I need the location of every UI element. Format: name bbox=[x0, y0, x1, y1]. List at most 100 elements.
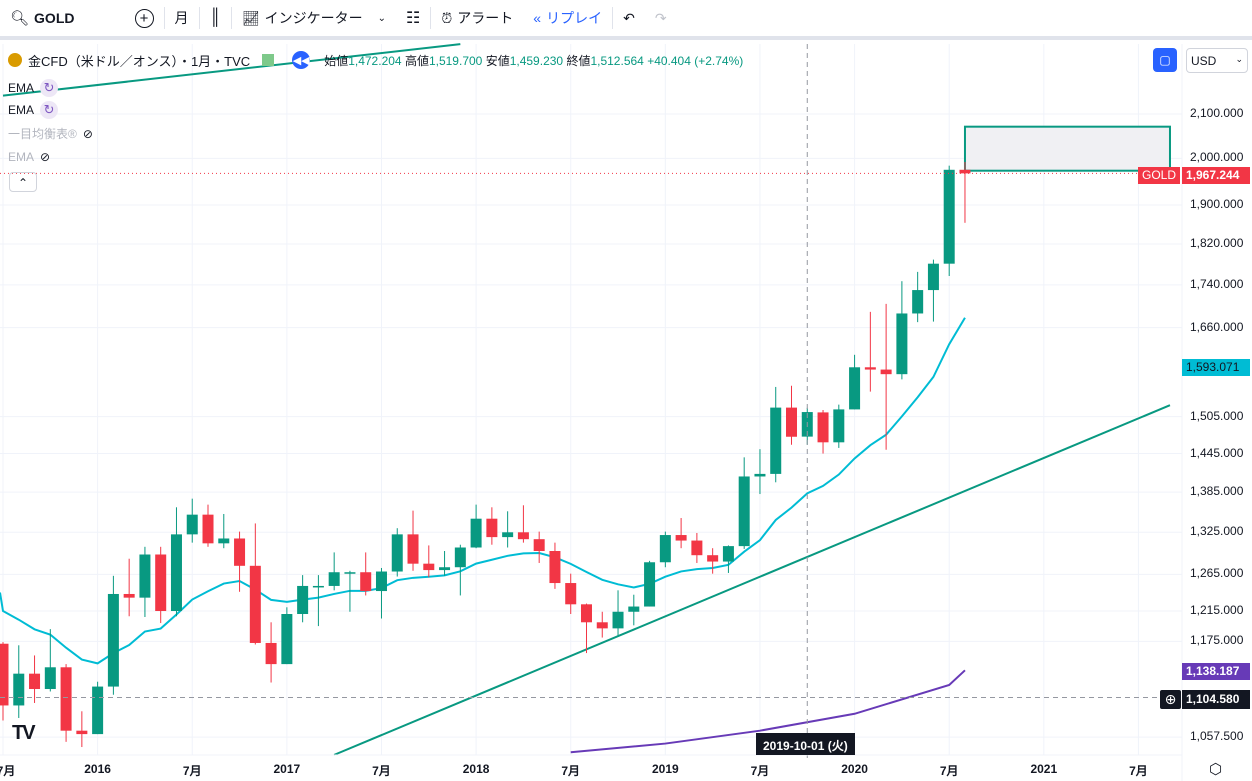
candle-body bbox=[407, 534, 419, 564]
candle-body bbox=[659, 535, 671, 563]
candle-body bbox=[123, 593, 135, 598]
price-tick-label: 1,385.000 bbox=[1190, 484, 1244, 499]
candle-body bbox=[139, 554, 151, 598]
candle-body bbox=[44, 667, 56, 690]
candle-body bbox=[691, 540, 703, 556]
price-tick-label: 2,100.000 bbox=[1190, 106, 1244, 121]
ema1-price-label: 1,593.071 bbox=[1182, 359, 1250, 376]
candle-body bbox=[943, 169, 955, 264]
candle-body bbox=[234, 538, 246, 566]
collapse-legend-button[interactable]: ⌃ bbox=[9, 172, 37, 192]
candle-body bbox=[770, 407, 782, 474]
symbol-title[interactable]: 金CFD（米ドル／オンス）・1月・TVC bbox=[28, 53, 251, 69]
candle-body bbox=[912, 290, 924, 314]
chevron-down-icon: ⌄ bbox=[1235, 54, 1243, 64]
candle-body bbox=[722, 546, 734, 562]
candle-body bbox=[297, 585, 309, 615]
redo-button[interactable]: ↷ bbox=[645, 0, 677, 36]
indicator-ichimoku[interactable]: 一目均衡表® ⊘ bbox=[8, 126, 93, 142]
indicator-ema-1[interactable]: EMA ↻ bbox=[8, 79, 59, 97]
eye-off-icon[interactable]: ⊘ bbox=[82, 126, 93, 141]
crosshair-price-label: 1,104.580 bbox=[1182, 690, 1250, 709]
gold-symbol-icon bbox=[8, 53, 22, 67]
price-tick-label: 1,505.000 bbox=[1190, 408, 1244, 423]
currency-select[interactable]: USD ⌄ bbox=[1186, 48, 1248, 73]
time-tick-label: 7月 bbox=[750, 764, 770, 778]
interval-button[interactable]: 月 bbox=[174, 10, 189, 26]
eye-off-icon[interactable]: ⊘ bbox=[40, 150, 51, 164]
indicator-ema-2[interactable]: EMA ↻ bbox=[8, 101, 59, 119]
trend-line bbox=[333, 404, 1171, 756]
time-tick-label: 2019 bbox=[651, 762, 679, 776]
candle-body bbox=[675, 535, 687, 541]
divider bbox=[230, 7, 232, 29]
symbol-price-tag: GOLD bbox=[1138, 167, 1181, 184]
candle-body bbox=[391, 534, 403, 572]
candle-body bbox=[29, 673, 41, 690]
compare-button[interactable]: + bbox=[125, 0, 164, 36]
layout-grid-icon: ☷ bbox=[406, 10, 421, 27]
candle-body bbox=[265, 642, 277, 665]
replay-button[interactable]: «リプレイ bbox=[533, 10, 603, 26]
ema2-price-label: 1,138.187 bbox=[1182, 663, 1250, 680]
candle-body bbox=[896, 313, 908, 375]
candle-body bbox=[849, 367, 861, 410]
candle-body bbox=[170, 534, 182, 612]
price-tick-label: 1,660.000 bbox=[1190, 319, 1244, 334]
candle-body bbox=[454, 547, 466, 568]
candle-body bbox=[312, 585, 324, 588]
undo-button[interactable]: ↶ bbox=[613, 0, 645, 36]
ema-fast-line bbox=[0, 317, 966, 665]
price-tick-label: 2,000.000 bbox=[1190, 150, 1244, 165]
chart-type-button[interactable]: ║ bbox=[200, 0, 231, 36]
price-tick-label: 1,740.000 bbox=[1190, 276, 1244, 291]
chevron-down-icon[interactable]: ⌄ bbox=[377, 12, 387, 24]
candle-body bbox=[707, 555, 719, 562]
time-tick-label: 2017 bbox=[273, 762, 301, 776]
candle-body bbox=[549, 550, 561, 584]
candle-body bbox=[470, 518, 482, 548]
time-tick-label: 7月 bbox=[182, 764, 202, 778]
candle-body bbox=[927, 263, 939, 291]
candle-body bbox=[644, 562, 656, 607]
settings-gear-icon[interactable]: ⬡ bbox=[1209, 761, 1223, 778]
layout-button[interactable]: ☷ bbox=[396, 0, 430, 36]
candle-body bbox=[76, 730, 88, 735]
replay-icon: « bbox=[533, 10, 542, 26]
add-alert-button[interactable]: ⊕ bbox=[1160, 690, 1181, 709]
candles-icon: ║ bbox=[209, 9, 221, 26]
candle-body bbox=[864, 367, 876, 370]
price-tick-label: 1,820.000 bbox=[1190, 236, 1244, 250]
candle-body bbox=[817, 412, 829, 443]
candle-body bbox=[628, 606, 640, 612]
price-tick-label: 1,445.000 bbox=[1190, 445, 1244, 460]
market-status-icon bbox=[262, 54, 275, 66]
indicator-ema-3[interactable]: EMA ⊘ bbox=[8, 150, 51, 164]
candle-body bbox=[344, 572, 356, 574]
price-tick-label: 1,265.000 bbox=[1190, 566, 1244, 581]
time-tick-label: 7月 bbox=[372, 764, 391, 778]
time-tick-label: 7月 bbox=[939, 764, 959, 778]
candle-body bbox=[13, 673, 25, 706]
time-tick-label: 7月 bbox=[561, 764, 581, 778]
divider bbox=[612, 7, 614, 29]
time-tick-label: 7月 bbox=[0, 764, 16, 778]
candle-body bbox=[754, 473, 766, 477]
candle-body bbox=[202, 514, 214, 544]
replay-mode-icon[interactable]: ◀◀ bbox=[292, 51, 311, 69]
candle-body bbox=[249, 565, 261, 643]
candle-body bbox=[612, 611, 624, 629]
auto-scale-button[interactable]: ▢ bbox=[1153, 48, 1177, 72]
candle-body bbox=[502, 532, 514, 538]
indicators-button[interactable]: 📈︎ インジケーター ⌄ bbox=[241, 9, 387, 27]
candle-body bbox=[375, 571, 387, 592]
symbol-search-button[interactable]: 🔍︎ GOLD bbox=[10, 10, 75, 27]
candle-body bbox=[486, 518, 498, 538]
time-tick-label: 7月 bbox=[1129, 764, 1148, 778]
alert-button[interactable]: ⏰︎ アラート bbox=[441, 9, 514, 27]
candle-body bbox=[738, 476, 750, 547]
candle-body bbox=[580, 604, 592, 623]
top-toolbar: 🔍︎ GOLD + 月 ║ 📈︎ インジケーター ⌄ ☷ ⏰︎ アラート «リプレイ ↶… bbox=[0, 0, 1252, 40]
candle-body bbox=[218, 538, 230, 544]
